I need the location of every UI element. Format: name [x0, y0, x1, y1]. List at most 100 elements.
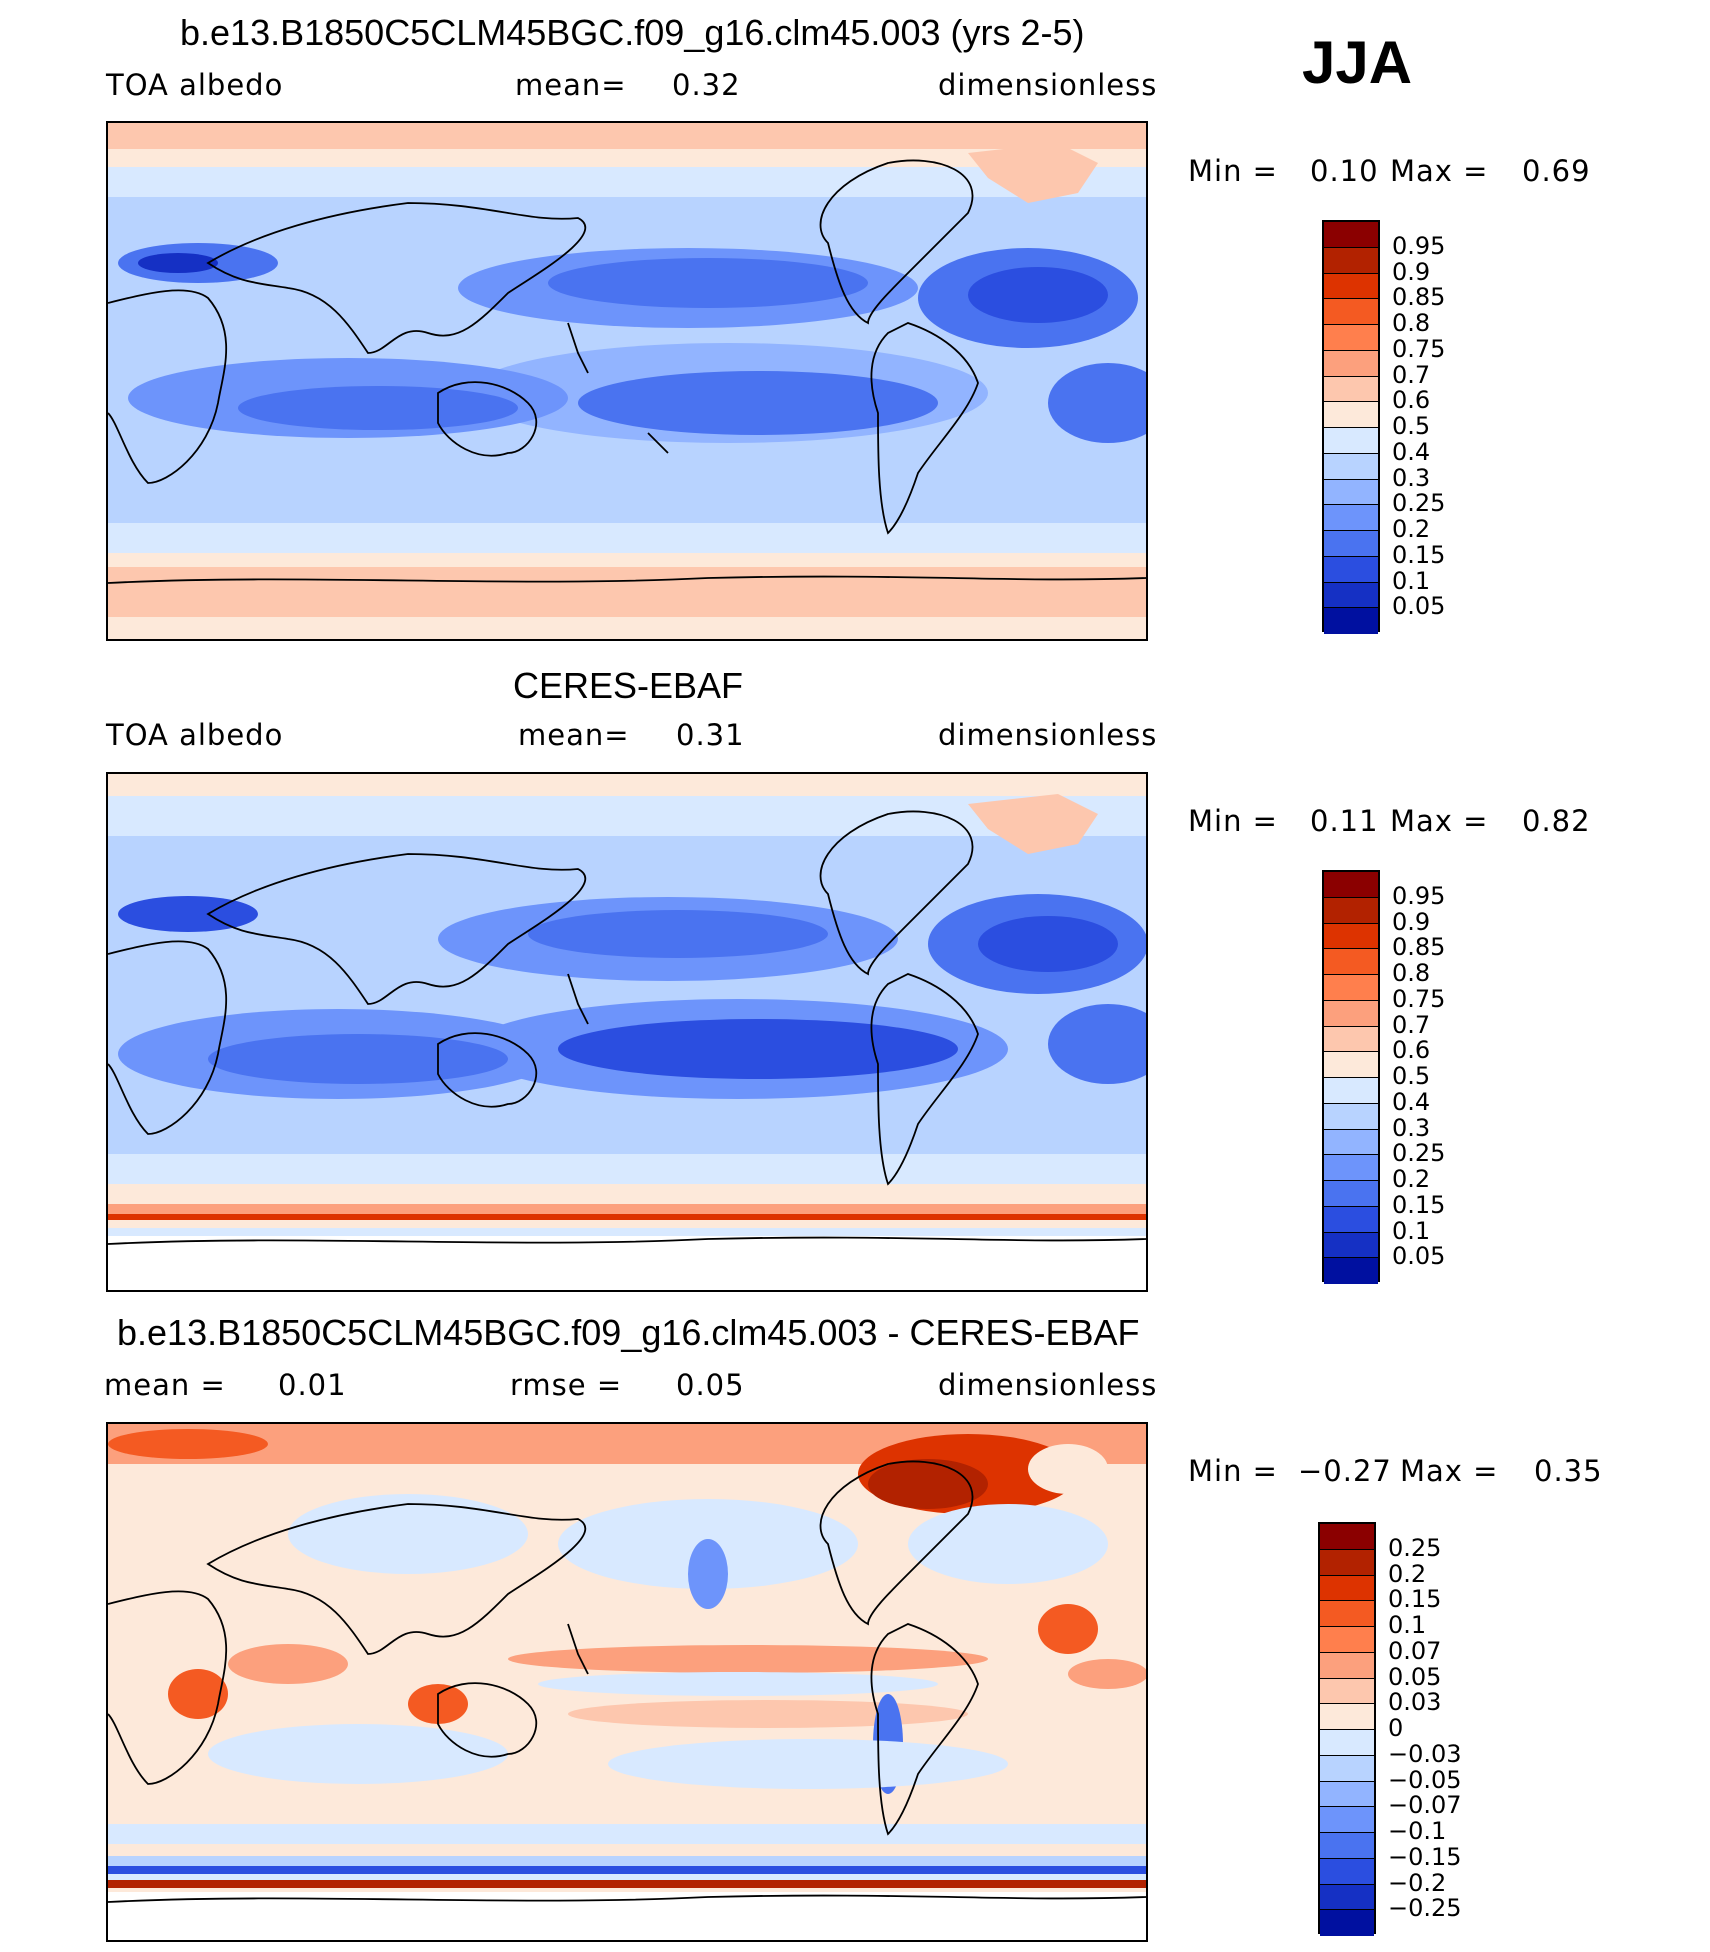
colorbar-tick-label: 0.1: [1388, 1611, 1427, 1639]
colorbar-tick-label: 0.95: [1392, 231, 1446, 260]
colorbar-tick-label: 0.8: [1392, 959, 1431, 987]
panel2-colorbar: [1322, 870, 1380, 1284]
colorbar-swatch: [1320, 1910, 1374, 1936]
colorbar-swatch: [1324, 1078, 1378, 1104]
colorbar-swatch: [1320, 1884, 1374, 1911]
colorbar-swatch: [1324, 1258, 1378, 1284]
panel3-colorbar: [1318, 1522, 1376, 1936]
colorbar-tick-label: 0.5: [1392, 412, 1431, 440]
panel3-max-value: 0.35: [1534, 1454, 1603, 1488]
colorbar-tick-label: −0.25: [1388, 1894, 1462, 1923]
colorbar-swatch: [1324, 1103, 1378, 1130]
panel1-min-value: 0.10: [1310, 154, 1379, 188]
colorbar-tick-label: −0.07: [1388, 1791, 1462, 1820]
colorbar-swatch: [1324, 247, 1378, 274]
colorbar-tick-label: 0.85: [1392, 283, 1446, 312]
colorbar-tick-label: 0.75: [1392, 984, 1446, 1013]
colorbar-swatch: [1324, 608, 1378, 634]
panel2-variable-label: TOA albedo: [106, 718, 284, 752]
colorbar-tick-label: 0.05: [1392, 1242, 1446, 1271]
colorbar-tick-label: −0.05: [1388, 1765, 1462, 1794]
colorbar-tick-label: 0.5: [1392, 1062, 1431, 1090]
colorbar-tick-label: 0.7: [1392, 1010, 1431, 1039]
colorbar-swatch: [1324, 479, 1378, 506]
colorbar-tick-label: 0.25: [1392, 1139, 1446, 1168]
colorbar-tick-label: 0.75: [1392, 334, 1446, 363]
colorbar-swatch: [1324, 582, 1378, 609]
colorbar-swatch: [1324, 428, 1378, 454]
panel2-units: dimensionless: [938, 718, 1158, 752]
colorbar-swatch: [1324, 376, 1378, 403]
colorbar-swatch: [1324, 556, 1378, 583]
colorbar-swatch: [1324, 1129, 1378, 1156]
panel3-min-value: −0.27: [1298, 1454, 1392, 1488]
colorbar-tick-label: 0.4: [1392, 1087, 1431, 1116]
colorbar-tick-label: 0.2: [1392, 515, 1431, 543]
panel2-title: CERES-EBAF: [513, 665, 744, 706]
colorbar-tick-label: 0.05: [1388, 1662, 1442, 1691]
colorbar-tick-label: 0.85: [1392, 933, 1446, 962]
colorbar-swatch: [1324, 1026, 1378, 1053]
colorbar-swatch: [1324, 1181, 1378, 1207]
colorbar-swatch: [1324, 350, 1378, 377]
colorbar-tick-label: 0.3: [1392, 463, 1431, 492]
colorbar-tick-label: 0.25: [1392, 489, 1446, 518]
panel1-mean-label: mean=: [515, 68, 627, 102]
panel2-max-label: Max =: [1390, 804, 1489, 838]
colorbar-tick-label: 0.95: [1392, 881, 1446, 910]
colorbar-tick-label: 0.2: [1388, 1559, 1427, 1588]
colorbar-swatch: [1320, 1524, 1374, 1550]
colorbar-swatch: [1320, 1807, 1374, 1833]
colorbar-swatch: [1324, 1206, 1378, 1233]
colorbar-tick-label: −0.03: [1388, 1739, 1462, 1768]
panel1-colorbar: [1322, 220, 1380, 634]
colorbar-tick-label: 0: [1388, 1714, 1404, 1742]
colorbar-swatch: [1320, 1730, 1374, 1756]
colorbar-tick-label: 0.15: [1392, 1190, 1446, 1219]
colorbar-swatch: [1324, 872, 1378, 898]
colorbar-swatch: [1320, 1755, 1374, 1782]
colorbar-swatch: [1324, 1232, 1378, 1259]
panel1-max-value: 0.69: [1522, 154, 1591, 188]
colorbar-tick-label: 0.2: [1392, 1165, 1431, 1193]
panel3-mean-value: 0.01: [278, 1368, 347, 1402]
panel1-min-label: Min =: [1188, 154, 1278, 188]
colorbar-swatch: [1324, 531, 1378, 557]
colorbar-swatch: [1320, 1781, 1374, 1808]
colorbar-swatch: [1324, 975, 1378, 1001]
season-label: JJA: [1302, 29, 1413, 96]
colorbar-tick-label: 0.25: [1388, 1533, 1442, 1562]
colorbar-swatch: [1320, 1678, 1374, 1705]
panel2-mean-label: mean=: [518, 718, 630, 752]
colorbar-swatch: [1320, 1601, 1374, 1627]
panel2-mean-value: 0.31: [676, 718, 745, 752]
colorbar-tick-label: 0.7: [1392, 360, 1431, 389]
colorbar-tick-label: 0.03: [1388, 1688, 1442, 1717]
colorbar-swatch: [1324, 949, 1378, 975]
panel3-title: b.e13.B1850C5CLM45BGC.f09_g16.clm45.003 …: [117, 1312, 1140, 1353]
colorbar-tick-label: 0.3: [1392, 1113, 1431, 1142]
colorbar-swatch: [1320, 1858, 1374, 1885]
colorbar-swatch: [1324, 1052, 1378, 1078]
colorbar-tick-label: 0.6: [1392, 386, 1431, 415]
panel3-rmse-value: 0.05: [676, 1368, 745, 1402]
colorbar-swatch: [1320, 1549, 1374, 1576]
panel3-mean-label: mean =: [104, 1368, 226, 1402]
panel2-max-value: 0.82: [1522, 804, 1591, 838]
panel1-units: dimensionless: [938, 68, 1158, 102]
panel3-map: [106, 1422, 1148, 1942]
colorbar-tick-label: 0.1: [1392, 566, 1431, 595]
colorbar-swatch: [1320, 1575, 1374, 1602]
colorbar-tick-label: 0.07: [1388, 1636, 1442, 1665]
colorbar-swatch: [1324, 325, 1378, 351]
panel2-map: [106, 772, 1148, 1292]
colorbar-tick-label: −0.2: [1388, 1868, 1447, 1897]
panel2-min-label: Min =: [1188, 804, 1278, 838]
colorbar-swatch: [1324, 299, 1378, 325]
colorbar-tick-label: 0.05: [1392, 592, 1446, 621]
colorbar-tick-label: −0.1: [1388, 1817, 1447, 1845]
panel3-rmse-label: rmse =: [510, 1368, 623, 1402]
panel2-min-value: 0.11: [1310, 804, 1379, 838]
colorbar-swatch: [1324, 897, 1378, 924]
colorbar-tick-label: 0.9: [1392, 257, 1431, 286]
